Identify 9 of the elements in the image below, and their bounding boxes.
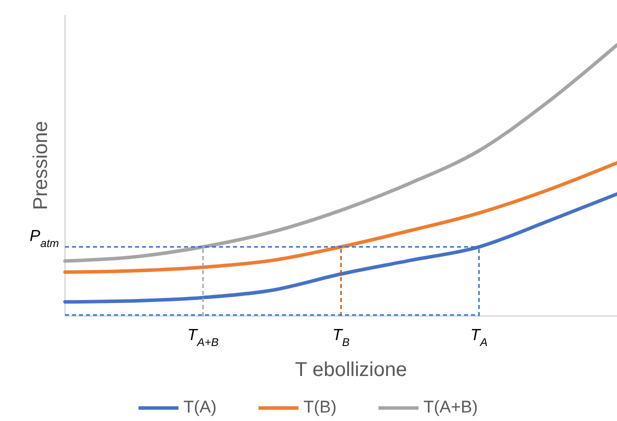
legend-label: T(B) xyxy=(304,397,337,416)
legend-label: T(A) xyxy=(184,397,217,416)
x-tick-label: T$_{A}$ xyxy=(470,327,488,349)
x-tick-label: T$_{B}$ xyxy=(332,327,350,349)
x-tick-label: T$_{A+B}$ xyxy=(187,327,220,349)
x-axis-title: T ebollizione xyxy=(295,359,407,381)
legend-label: T(A+B) xyxy=(424,397,478,416)
y-axis-title: Pressione xyxy=(30,121,52,210)
ref-line-label: P$_{atm}$ xyxy=(30,228,59,250)
